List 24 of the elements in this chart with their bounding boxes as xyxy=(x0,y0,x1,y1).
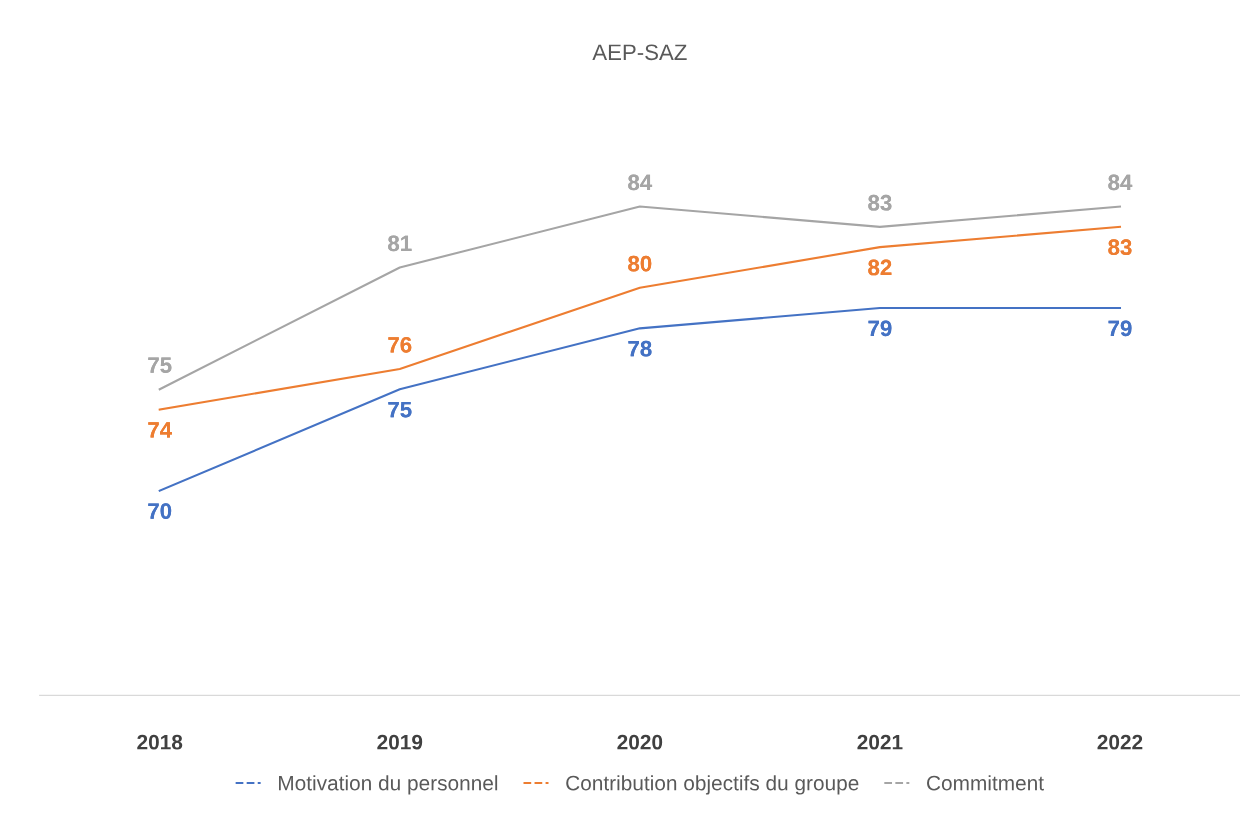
x-tick-label: 2020 xyxy=(617,734,663,750)
x-tick-label: 2019 xyxy=(377,734,423,750)
data-label: 81 xyxy=(388,235,412,252)
data-label: 83 xyxy=(868,194,892,211)
x-tick-label: 2018 xyxy=(137,734,183,750)
data-label: 76 xyxy=(388,336,412,353)
data-label: 80 xyxy=(628,255,652,272)
legend-label: Motivation du personnel xyxy=(279,775,498,795)
legend-label: Contribution objectifs du groupe xyxy=(566,775,859,795)
data-label: 79 xyxy=(868,320,892,337)
data-label: 74 xyxy=(148,422,172,438)
x-tick-label: 2022 xyxy=(1097,734,1143,750)
x-tick-label: 2021 xyxy=(857,734,903,750)
data-label: 84 xyxy=(628,174,653,191)
legend-label: Commitment xyxy=(927,775,1044,791)
chart-title: AEP-SAZ xyxy=(592,44,687,61)
data-label: 82 xyxy=(868,259,892,276)
data-label: 79 xyxy=(1108,320,1132,337)
data-label: 83 xyxy=(1108,239,1132,256)
data-label: 75 xyxy=(148,357,172,373)
data-label: 75 xyxy=(388,401,412,418)
data-label: 84 xyxy=(1108,174,1133,191)
data-label: 78 xyxy=(628,340,652,357)
data-label: 70 xyxy=(148,503,172,519)
